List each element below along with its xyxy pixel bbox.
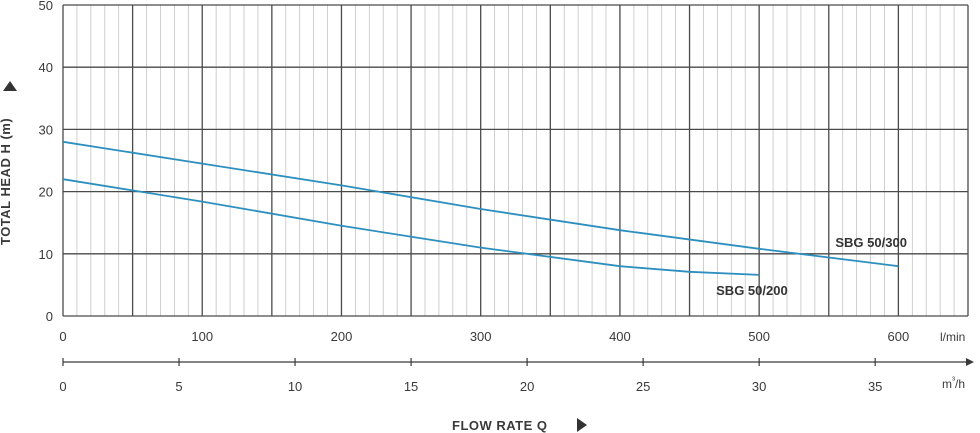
y-tick-label: 30 — [39, 122, 53, 137]
y-tick-label: 50 — [39, 0, 53, 13]
series-line — [62, 140, 899, 268]
x-axis-title: FLOW RATE Q — [452, 418, 548, 433]
secondary-x-axis: 0 5 10 15 20 25 30 35 — [59, 358, 974, 394]
x2-tick-label: 15 — [404, 379, 418, 394]
series-lines: SBG 50/300 SBG 50/200 — [62, 140, 907, 298]
x-tick-label: 400 — [609, 329, 631, 344]
x-unit-label: l/min — [940, 330, 965, 344]
series-label: SBG 50/300 — [835, 235, 907, 250]
x2-tick-label: 10 — [288, 379, 302, 394]
x2-tick-label: 20 — [520, 379, 534, 394]
y-axis-title: TOTAL HEAD H (m) — [0, 118, 13, 245]
y-tick-label: 10 — [39, 247, 53, 262]
x-tick-label: 500 — [748, 329, 770, 344]
x-tick-label: 600 — [888, 329, 910, 344]
x2-tick-label: 0 — [59, 379, 66, 394]
series-label: SBG 50/200 — [716, 283, 788, 298]
x2-unit-label: m³/h — [942, 375, 965, 391]
minor-grid — [76, 5, 955, 316]
x2-tick-label: 30 — [752, 379, 766, 394]
y-axis-arrow-icon — [3, 81, 17, 91]
x2-tick-label: 35 — [868, 379, 882, 394]
x-tick-label: 300 — [470, 329, 492, 344]
y-tick-labels: 0 10 20 30 40 50 — [39, 0, 53, 324]
x-axis-arrow-icon — [577, 418, 587, 432]
x-tick-labels: 0 100 200 300 400 500 600 — [59, 329, 909, 344]
x-tick-label: 100 — [191, 329, 213, 344]
major-grid — [62, 4, 969, 317]
x2-tick-label: 25 — [636, 379, 650, 394]
x-tick-label: 0 — [59, 329, 66, 344]
series-line — [62, 178, 760, 276]
x2-tick-label: 5 — [175, 379, 182, 394]
y-tick-label: 40 — [39, 60, 53, 75]
y-tick-label: 0 — [46, 309, 53, 324]
x2-axis-arrow-icon — [966, 358, 974, 366]
y-tick-label: 20 — [39, 185, 53, 200]
x-tick-label: 200 — [331, 329, 353, 344]
